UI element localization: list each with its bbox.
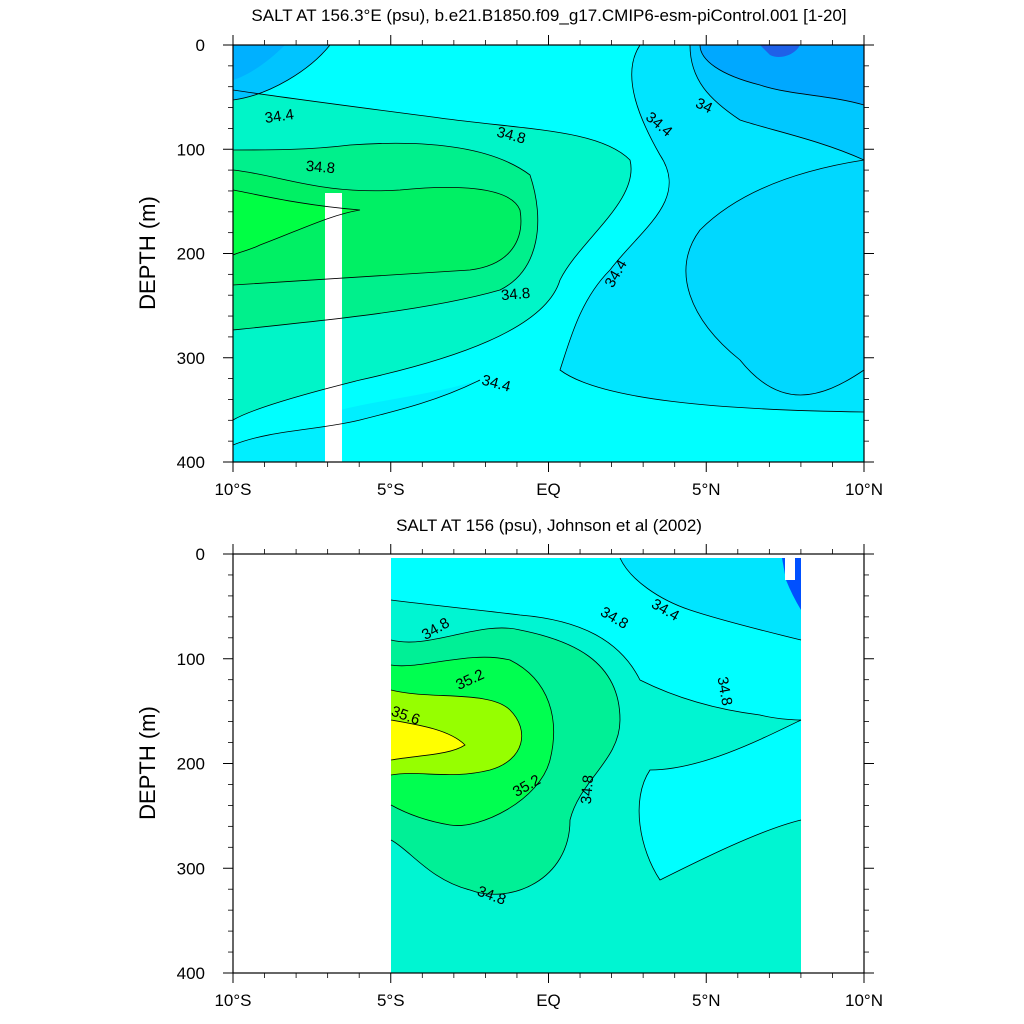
top-plot-fill	[233, 45, 864, 462]
bottom-contour-35	[390, 656, 554, 826]
top-contour-deep-left	[232, 379, 481, 446]
top-x-tick-label: 5°N	[692, 480, 721, 499]
bottom-y-tick-label: 0	[196, 545, 205, 564]
bottom-contour-34p4	[619, 557, 802, 641]
top-contour-34p4	[559, 44, 865, 413]
bottom-plot-fill	[391, 558, 801, 973]
bottom-fill-east-cyan	[639, 720, 801, 880]
bottom-y-tick-label: 300	[177, 859, 205, 878]
top-chart-title: SALT AT 156.3°E (psu), b.e21.B1850.f09_g…	[251, 6, 846, 25]
bottom-contour-east	[638, 719, 802, 881]
top-contour-lines	[232, 44, 865, 446]
bottom-missing-cell	[785, 558, 795, 580]
top-contour-34p2-right	[689, 44, 865, 161]
bottom-contour-35p4	[390, 689, 523, 776]
top-x-tick-label: 5°S	[377, 480, 405, 499]
top-fill-upleft2	[233, 45, 285, 80]
bottom-chart-title: SALT AT 156 (psu), Johnson et al (2002)	[396, 516, 702, 535]
bottom-contour-34p8	[390, 627, 621, 895]
top-y-tick-label: 100	[177, 140, 205, 159]
top-fill-right4	[685, 160, 864, 395]
bottom-y-tick-label: 100	[177, 650, 205, 669]
top-missing-column	[325, 193, 342, 462]
top-clabel: 34.4	[264, 106, 295, 127]
top-y-axis-label: DEPTH (m)	[135, 196, 160, 310]
top-fill-lowleft	[233, 380, 480, 462]
top-clabel: 34.8	[500, 285, 531, 304]
top-clabel: 34.4	[480, 372, 513, 396]
top-y-tick-label: 200	[177, 245, 205, 264]
bottom-fill-east-fresh	[620, 558, 801, 640]
top-contour-35	[232, 169, 522, 286]
bottom-x-tick-label: 5°N	[692, 991, 721, 1010]
bottom-x-tick-label: 10°S	[214, 991, 251, 1010]
bottom-x-tick-label: 5°S	[377, 991, 405, 1010]
bottom-contour-34p6	[390, 599, 802, 721]
bottom-fill-yellow	[391, 720, 465, 760]
bottom-axes: 10°S 5°S EQ 5°N 10°N 0 100 200 300 400	[177, 544, 883, 1010]
top-clabel: 34.8	[305, 158, 336, 177]
bottom-y-tick-label: 400	[177, 964, 205, 983]
top-contour-35p2	[232, 189, 361, 256]
bottom-contour-lines	[390, 557, 802, 895]
top-contour-34p2-left	[232, 44, 331, 101]
bottom-contour-35p6	[390, 719, 466, 761]
top-clabel: 34.8	[495, 124, 528, 148]
top-x-tick-label: EQ	[536, 480, 561, 499]
top-x-tick-label: 10°N	[845, 480, 883, 499]
top-axes: 10°S 5°S EQ 5°N 10°N 0 100 200 300 400	[177, 35, 883, 499]
top-fill-right2	[700, 45, 864, 105]
top-contour-34p6	[232, 89, 632, 421]
top-y-tick-label: 0	[196, 36, 205, 55]
bottom-x-tick-label: 10°N	[845, 991, 883, 1010]
top-fill-green3	[233, 190, 360, 255]
top-fill-right3	[760, 45, 800, 57]
bottom-y-tick-label: 200	[177, 755, 205, 774]
top-clabel: 34	[693, 95, 715, 117]
top-fill-green2	[233, 170, 521, 285]
top-contour-deep-right	[685, 159, 865, 396]
top-x-tick-label: 10°S	[214, 480, 251, 499]
bottom-clabel: 34.8	[714, 675, 736, 707]
top-y-tick-label: 300	[177, 349, 205, 368]
bottom-panel: SALT AT 156 (psu), Johnson et al (2002)	[135, 516, 883, 1010]
top-panel: SALT AT 156.3°E (psu), b.e21.B1850.f09_g…	[135, 6, 883, 499]
bottom-x-tick-label: EQ	[536, 991, 561, 1010]
top-contour-34-right	[699, 44, 865, 106]
top-y-tick-label: 400	[177, 453, 205, 472]
top-contour-34p8	[232, 142, 539, 331]
bottom-y-axis-label: DEPTH (m)	[135, 706, 160, 820]
bottom-clabel: 34.8	[578, 774, 597, 805]
